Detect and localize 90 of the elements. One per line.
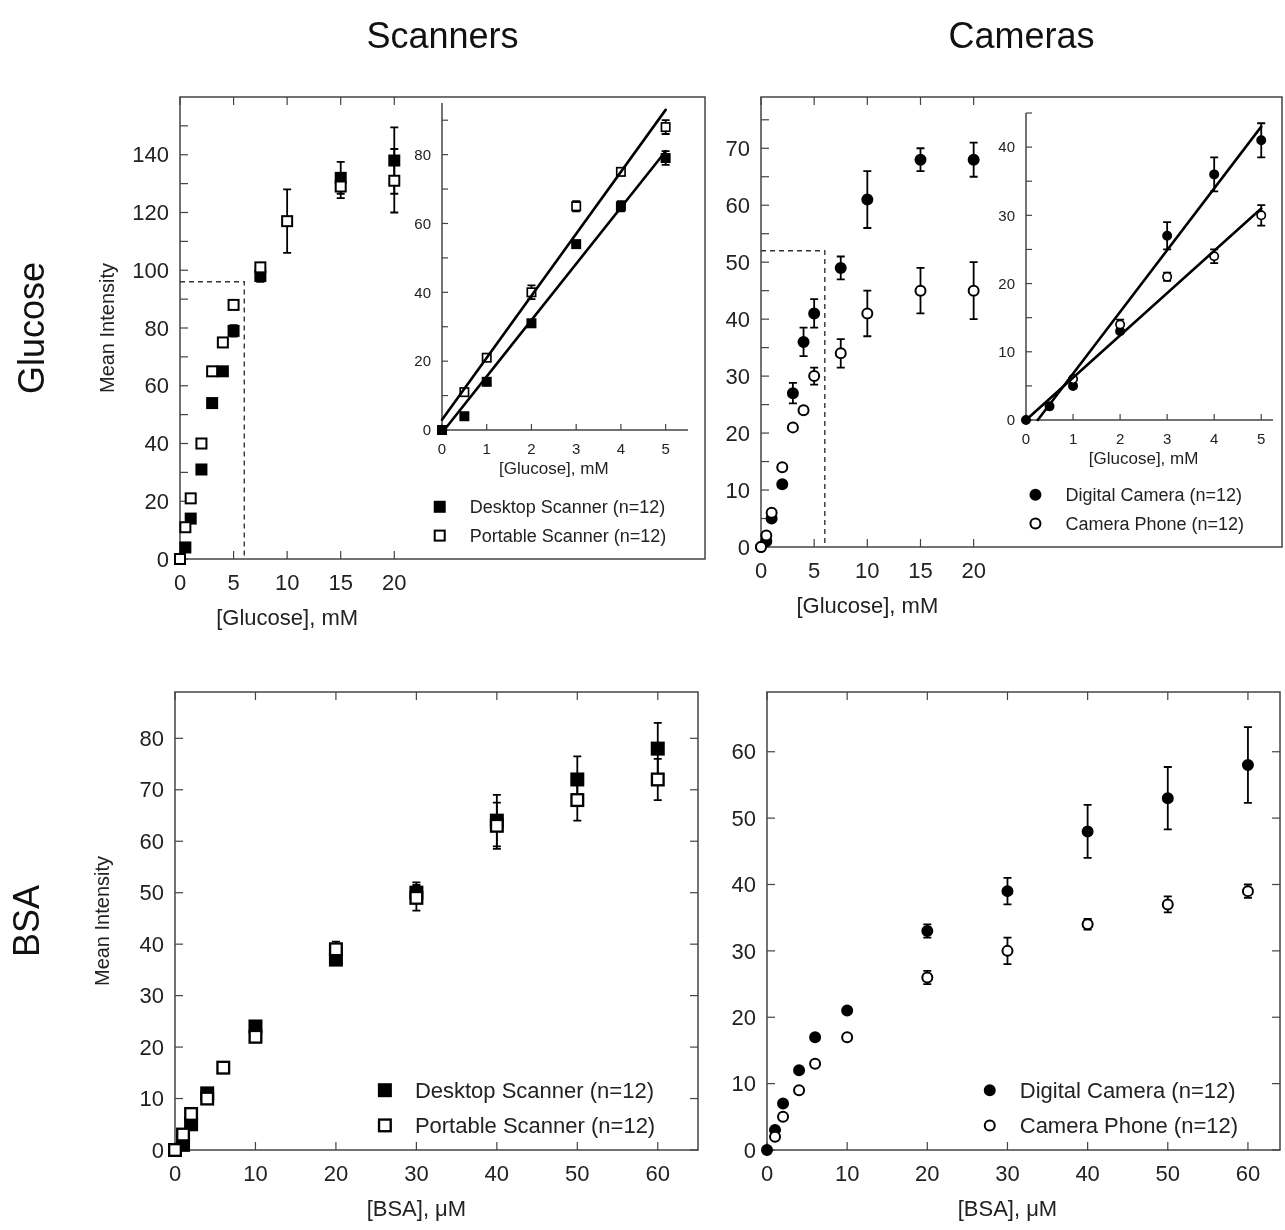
x-tick-label: 20 — [323, 1161, 349, 1186]
text: BSA — [6, 884, 47, 958]
y-tick-label: 60 — [139, 828, 164, 854]
y-axis-title: Mean Intensity — [91, 855, 113, 987]
x-tick-label: 0 — [173, 570, 187, 595]
y-tick-label: 80 — [139, 726, 164, 752]
x-tick-label: 5 — [808, 558, 821, 583]
y-tick-label: 100 — [132, 257, 169, 283]
y-tick-label: 80 — [414, 145, 431, 163]
x-tick-label: 60 — [1235, 1161, 1261, 1186]
x-tick-label: 0 — [1021, 430, 1031, 447]
y-axis-title: Mean Intensity — [96, 262, 118, 394]
x-axis-title: [Glucose], mM — [796, 593, 939, 618]
x-tick-label: 10 — [243, 1161, 268, 1186]
y-tick-label: 70 — [139, 777, 164, 803]
y-tick-label: 50 — [725, 249, 750, 275]
x-tick-label: 1 — [482, 440, 491, 457]
legend-label: Camera Phone (n=12) — [1019, 1113, 1239, 1139]
x-tick-label: 10 — [274, 570, 300, 595]
x-tick-label: 10 — [855, 558, 880, 583]
x-tick-label: 3 — [572, 440, 581, 457]
x-tick-label: 5 — [1257, 430, 1266, 447]
y-tick-label: 30 — [725, 363, 750, 389]
y-tick-label: 140 — [132, 142, 169, 168]
x-tick-label: 2 — [1115, 430, 1125, 447]
legend-label: Digital Camera (n=12) — [1065, 485, 1243, 506]
x-tick-label: 4 — [1210, 430, 1219, 447]
x-axis-title: [Glucose], mM — [1088, 449, 1199, 468]
y-tick-label: 60 — [144, 373, 169, 399]
y-tick-label: 50 — [731, 805, 756, 831]
x-axis-title: [BSA], μM — [957, 1196, 1058, 1221]
x-tick-label: 0 — [437, 440, 447, 457]
y-tick-label: 20 — [998, 274, 1015, 292]
legend-label: Desktop Scanner (n=12) — [469, 497, 666, 518]
x-tick-label: 10 — [834, 1161, 860, 1186]
y-tick-label: 20 — [731, 1004, 756, 1030]
y-tick-label: 120 — [132, 200, 169, 226]
x-tick-label: 50 — [1155, 1161, 1181, 1186]
x-tick-label: 4 — [616, 440, 626, 457]
x-tick-label: 20 — [961, 558, 986, 583]
y-tick-label: 80 — [144, 315, 169, 341]
y-tick-label: 0 — [743, 1137, 756, 1163]
x-tick-label: 3 — [1162, 430, 1172, 447]
y-tick-label: 30 — [731, 938, 756, 964]
x-tick-label: 20 — [915, 1161, 940, 1186]
x-tick-label: 40 — [1075, 1161, 1100, 1186]
y-tick-label: 20 — [144, 488, 169, 514]
legend-label: Camera Phone (n=12) — [1065, 513, 1245, 534]
y-tick-label: 20 — [139, 1034, 164, 1060]
y-tick-label: 10 — [731, 1071, 756, 1097]
y-tick-label: 40 — [414, 283, 431, 301]
y-tick-label: 60 — [725, 192, 750, 218]
y-tick-label: 60 — [731, 739, 756, 765]
chart-title: Scanners — [366, 15, 519, 56]
y-tick-label: 10 — [998, 343, 1015, 361]
y-tick-label: 60 — [414, 214, 431, 232]
y-tick-label: 10 — [139, 1086, 164, 1112]
y-tick-label: 50 — [139, 880, 164, 906]
x-axis-title: [BSA], μM — [366, 1196, 467, 1221]
x-tick-label: 0 — [760, 1161, 774, 1186]
y-tick-label: 40 — [725, 306, 750, 332]
y-tick-label: 30 — [998, 206, 1015, 224]
x-tick-label: 15 — [328, 570, 353, 595]
x-axis-title: [Glucose], mM — [216, 605, 359, 630]
y-tick-label: 20 — [414, 352, 431, 370]
x-tick-label: 2 — [527, 440, 536, 457]
text: Glucose — [11, 261, 52, 395]
legend-label: Portable Scanner (n=12) — [414, 1113, 656, 1139]
y-tick-label: 40 — [139, 931, 164, 957]
x-tick-label: 5 — [661, 440, 670, 457]
y-tick-label: 40 — [998, 138, 1015, 156]
x-tick-label: 5 — [227, 570, 240, 595]
legend-label: Portable Scanner (n=12) — [469, 525, 667, 546]
y-tick-label: 0 — [1006, 411, 1015, 429]
x-tick-label: 20 — [382, 570, 407, 595]
y-tick-label: 0 — [737, 534, 750, 560]
x-tick-label: 50 — [565, 1161, 590, 1186]
chart-title: Cameras — [948, 15, 1095, 56]
x-axis-title: [Glucose], mM — [499, 459, 609, 478]
y-tick-label: 30 — [139, 983, 164, 1009]
y-tick-label: 10 — [725, 477, 750, 503]
x-tick-label: 15 — [908, 558, 933, 583]
y-tick-label: 70 — [725, 135, 750, 161]
y-tick-label: 40 — [731, 872, 756, 898]
x-tick-label: 1 — [1068, 430, 1078, 447]
x-tick-label: 40 — [484, 1161, 510, 1186]
legend-label: Digital Camera (n=12) — [1019, 1077, 1236, 1103]
legend-label: Desktop Scanner (n=12) — [414, 1077, 654, 1103]
x-tick-label: 60 — [645, 1161, 671, 1186]
y-tick-label: 0 — [151, 1137, 164, 1163]
